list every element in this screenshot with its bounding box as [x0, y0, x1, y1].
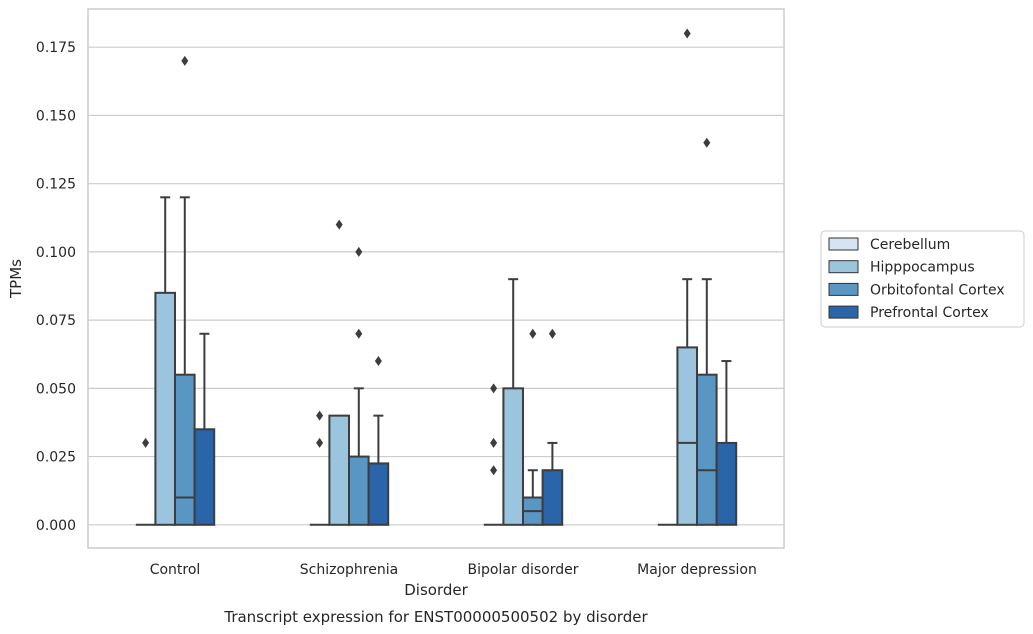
box-body: [541, 469, 564, 526]
legend: Cerebellum Hipppocampus Orbitofontal Corte…: [820, 230, 1025, 328]
y-tick-label: 0.025: [36, 450, 76, 466]
x-tick-labels: Control Schizophrenia Bipolar disorder Majo…: [150, 562, 757, 578]
box-orbitofontal-cortex: [696, 137, 718, 526]
box-hipppocampus: [328, 219, 350, 526]
box-orbitofontal-cortex: [348, 246, 370, 526]
outlier-point: [490, 437, 498, 448]
box-prefrontal-cortex: [193, 332, 216, 526]
x-tick-label: Major depression: [637, 562, 757, 578]
y-tick-labels: 0.000 0.025 0.050 0.075 0.100 0.125 0.150 0.175: [36, 40, 76, 534]
x-axis-title: Disorder: [404, 581, 468, 599]
outlier-point: [316, 437, 324, 448]
legend-swatch: [828, 282, 859, 296]
y-tick-label: 0.175: [36, 40, 76, 56]
box-body: [715, 441, 738, 526]
box-body: [676, 346, 699, 526]
y-tick-label: 0.075: [36, 313, 76, 329]
box-plot-marks: [135, 28, 738, 526]
legend-frame: [820, 230, 1025, 328]
box-body: [154, 291, 176, 526]
outlier-point: [355, 328, 363, 339]
outlier-point: [683, 28, 691, 39]
x-tick-label: Control: [150, 562, 201, 578]
legend-label: Prefrontal Cortex: [870, 305, 989, 321]
legend-swatch: [828, 260, 859, 274]
outlier-point: [316, 410, 324, 421]
box-body: [328, 414, 350, 526]
y-tick-label: 0.150: [36, 108, 76, 124]
legend-label: Cerebellum: [870, 237, 950, 253]
box-cerebellum: [135, 437, 156, 526]
box-orbitofontal-cortex: [174, 55, 196, 526]
y-tick-label: 0.000: [36, 518, 76, 534]
box-hipppocampus: [154, 196, 176, 526]
outlier-point: [181, 55, 189, 66]
box-prefrontal-cortex: [715, 360, 738, 526]
box-prefrontal-cortex: [367, 356, 390, 526]
outlier-point: [490, 383, 498, 394]
x-tick-label: Bipolar disorder: [467, 562, 578, 578]
x-tick-label: Schizophrenia: [300, 562, 398, 578]
legend-swatch: [828, 237, 859, 251]
y-tick-label: 0.050: [36, 381, 76, 397]
y-tick-label: 0.125: [36, 177, 76, 193]
y-tick-label: 0.100: [36, 245, 76, 261]
box-cerebellum: [309, 410, 330, 526]
legend-swatch: [828, 305, 859, 319]
outlier-point: [703, 137, 711, 148]
plot-frame: [87, 8, 785, 549]
outlier-point: [490, 465, 498, 476]
outlier-point: [355, 246, 363, 257]
box-body: [193, 428, 216, 526]
box-hipppocampus: [502, 278, 524, 526]
y-axis-title: TPMs: [7, 259, 25, 299]
box-body: [696, 373, 718, 526]
box-hipppocampus: [676, 28, 699, 526]
box-cerebellum: [483, 383, 504, 526]
outlier-point: [142, 437, 150, 448]
box-body: [348, 455, 370, 526]
box-orbitofontal-cortex: [522, 328, 544, 526]
box-body: [502, 387, 524, 526]
outlier-point: [374, 356, 382, 367]
box-body: [367, 462, 390, 526]
outlier-point: [335, 219, 343, 230]
outlier-point: [548, 328, 556, 339]
chart-caption: Transcript expression for ENST0000050050…: [223, 608, 648, 626]
legend-label: Orbitofontal Cortex: [870, 282, 1005, 298]
legend-label: Hipppocampus: [870, 260, 975, 276]
box-body: [174, 373, 196, 526]
box-prefrontal-cortex: [541, 328, 564, 526]
outlier-point: [529, 328, 537, 339]
